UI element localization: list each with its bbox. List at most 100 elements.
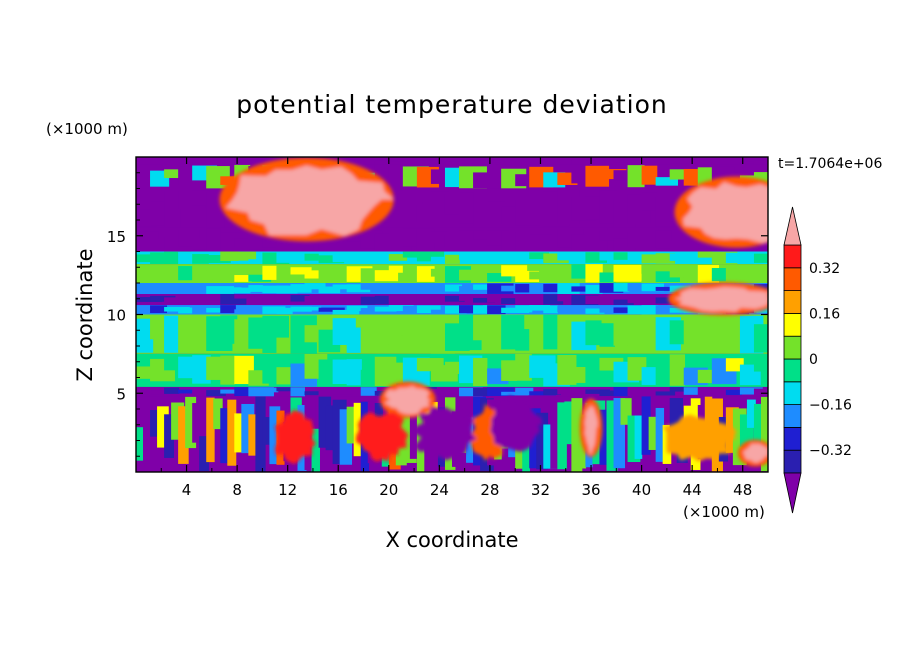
heatmap-cell <box>753 356 768 372</box>
heatmap-cell <box>402 294 420 301</box>
colorbar-segment <box>783 267 802 291</box>
heatmap-cell <box>192 305 211 314</box>
heatmap-cell <box>136 305 164 314</box>
heatmap-cell <box>402 160 423 164</box>
heatmap-cell <box>136 427 146 461</box>
heatmap-cell <box>501 162 519 164</box>
heatmap-cell <box>564 401 576 445</box>
heatmap-cell <box>515 305 533 313</box>
heatmap-cell <box>585 264 603 283</box>
heatmap-cell <box>725 252 749 264</box>
heatmap-cell <box>571 398 583 472</box>
heatmap-cell <box>234 238 263 248</box>
heatmap-cell <box>599 160 624 165</box>
heatmap-cell <box>136 173 158 185</box>
y-axis-ticks: 5 10 15 <box>107 172 768 457</box>
colorbar: 0.32 0.16 0 −0.16 −0.32 <box>783 206 852 514</box>
heatmap-cell <box>290 267 312 275</box>
heatmap-cell <box>627 321 643 352</box>
heatmap-cell <box>248 259 272 264</box>
heatmap-cell <box>374 295 389 305</box>
heatmap-cell <box>206 390 226 397</box>
heatmap-cell <box>529 161 556 164</box>
heatmap-cell <box>655 391 676 396</box>
heatmap-cell <box>346 359 362 386</box>
heatmap-cell <box>557 160 585 165</box>
heatmap-cell <box>669 354 686 386</box>
heatmap-cell <box>599 323 615 347</box>
heatmap-cell <box>346 406 359 444</box>
heatmap-cell <box>143 400 151 464</box>
heatmap-cell <box>374 283 401 293</box>
heatmap-cell <box>613 307 631 313</box>
heatmap-feature <box>663 414 739 462</box>
heatmap-cell <box>430 160 447 164</box>
heatmap-cell <box>613 299 634 305</box>
heatmap-cell <box>248 160 267 164</box>
colorbar-tick-label: −0.16 <box>809 398 852 414</box>
heatmap-cell <box>164 387 180 394</box>
heatmap-cell <box>599 272 616 283</box>
heatmap-cell <box>599 283 624 293</box>
heatmap-cell <box>529 305 551 311</box>
x-unit-label: (×1000 m) <box>683 503 765 521</box>
heatmap-cell <box>318 307 345 312</box>
heatmap-cell <box>262 306 286 314</box>
heatmap-cell <box>557 251 577 261</box>
heatmap-cell <box>206 286 234 294</box>
heatmap-cell <box>388 305 414 312</box>
heatmap-cell <box>571 294 599 305</box>
heatmap-cell <box>178 315 194 353</box>
heatmap-cell <box>585 295 611 305</box>
heatmap-cell <box>192 355 211 384</box>
heatmap-cell <box>473 388 489 397</box>
heatmap-cell <box>606 400 618 471</box>
heatmap-cell <box>332 309 360 315</box>
heatmap-feature <box>355 412 409 462</box>
heatmap-cell <box>746 399 756 428</box>
heatmap-cell <box>444 254 460 264</box>
heatmap-cell <box>311 428 320 472</box>
heatmap-cell <box>206 228 221 251</box>
heatmap-cell <box>543 314 560 350</box>
heatmap-cell <box>206 270 222 280</box>
heatmap-cell <box>388 283 412 294</box>
heatmap-cell <box>627 231 642 248</box>
heatmap-cell <box>655 253 676 264</box>
heatmap-cell <box>136 387 155 391</box>
heatmap-cell <box>634 415 643 459</box>
heatmap-cell <box>585 196 603 220</box>
heatmap-cell <box>669 253 685 261</box>
heatmap-cell <box>346 294 365 303</box>
heatmap-cell <box>557 402 567 470</box>
heatmap-cell <box>711 388 729 397</box>
heatmap-cell <box>206 255 231 264</box>
heatmap-cell <box>234 251 257 261</box>
heatmap-cell <box>543 265 560 282</box>
heatmap-cell <box>353 402 363 457</box>
colorbar-segment <box>783 426 802 451</box>
heatmap-cell <box>304 270 322 279</box>
heatmap-cell <box>374 164 389 179</box>
heatmap-cell <box>585 308 605 314</box>
heatmap-cell <box>655 286 674 291</box>
heatmap-cell <box>346 161 364 165</box>
heatmap-cell <box>599 409 608 465</box>
heatmap-cell <box>473 230 488 240</box>
y-tick-label: 15 <box>107 228 126 246</box>
heatmap-cell <box>613 160 641 163</box>
heatmap-cell <box>473 160 500 165</box>
heatmap-cell <box>255 396 266 472</box>
heatmap-cell <box>192 388 210 396</box>
heatmap-cell <box>753 266 768 280</box>
heatmap-cell <box>248 285 263 292</box>
heatmap-cell <box>487 169 514 180</box>
heatmap-cell <box>332 295 353 305</box>
heatmap-cell <box>206 160 228 165</box>
y-tick-label: 10 <box>107 307 126 325</box>
heatmap-cell <box>543 305 558 314</box>
heatmap-cell <box>711 319 726 342</box>
heatmap-cell <box>416 251 445 262</box>
heatmap-cell <box>627 305 648 315</box>
